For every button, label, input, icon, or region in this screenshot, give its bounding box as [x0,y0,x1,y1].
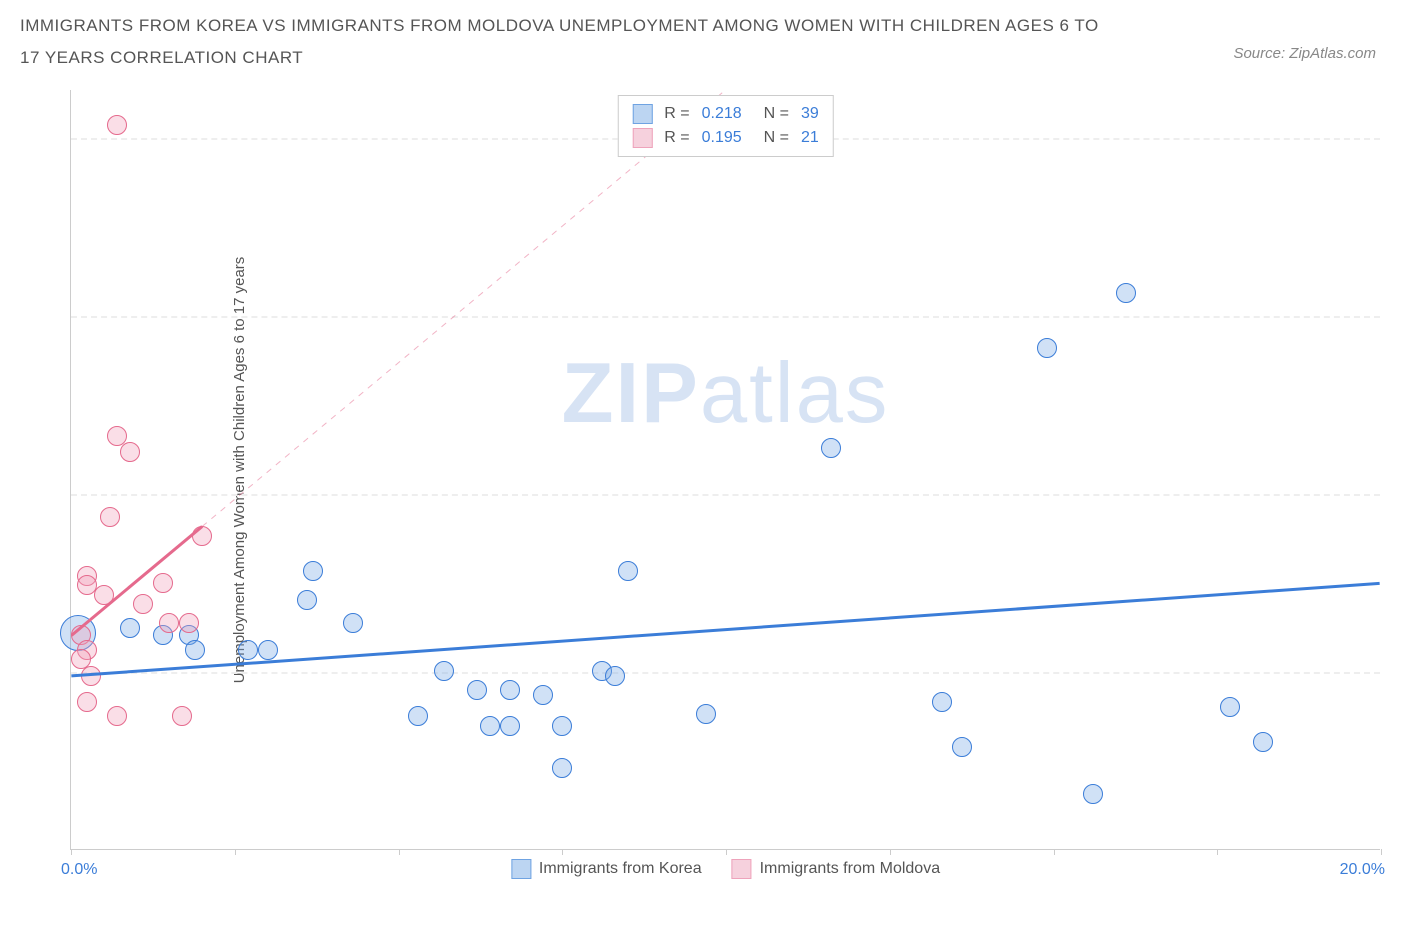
data-point [552,716,572,736]
swatch-moldova [632,128,652,148]
data-point [500,680,520,700]
data-point [1037,338,1057,358]
data-point [500,716,520,736]
data-point [408,706,428,726]
data-point [94,585,114,605]
x-tick [1381,849,1382,855]
r-value: 0.218 [702,105,752,123]
data-point [1253,732,1273,752]
y-tick-label: 15.0% [1395,485,1406,503]
x-axis-end-label: 20.0% [1340,861,1385,879]
scatter-chart: ZIPatlas Unemployment Among Women with C… [70,90,1380,850]
trendlines-layer [71,90,1380,849]
data-point [159,613,179,633]
watermark-bold: ZIP [562,346,700,441]
data-point [821,438,841,458]
data-point [696,704,716,724]
data-point [107,706,127,726]
n-label: N = [764,129,789,147]
x-axis-start-label: 0.0% [61,861,97,879]
r-label: R = [664,129,689,147]
n-label: N = [764,105,789,123]
data-point [932,692,952,712]
series-legend: Immigrants from Korea Immigrants from Mo… [511,859,940,879]
chart-header: IMMIGRANTS FROM KOREA VS IMMIGRANTS FROM… [0,0,1406,75]
x-tick [235,849,236,855]
data-point [81,666,101,686]
data-point [952,737,972,757]
data-point [172,706,192,726]
data-point [107,115,127,135]
data-point [618,561,638,581]
r-value: 0.195 [702,129,752,147]
chart-title: IMMIGRANTS FROM KOREA VS IMMIGRANTS FROM… [20,10,1120,75]
data-point [258,640,278,660]
stats-row-korea: R = 0.218 N = 39 [632,102,818,126]
legend-item-moldova: Immigrants from Moldova [732,859,941,879]
n-value: 21 [801,129,819,147]
y-tick-label: 30.0% [1395,129,1406,147]
r-label: R = [664,105,689,123]
data-point [100,507,120,527]
data-point [192,526,212,546]
swatch-korea-icon [511,859,531,879]
x-tick [1054,849,1055,855]
legend-label: Immigrants from Korea [539,860,702,878]
data-point [77,692,97,712]
data-point [552,758,572,778]
data-point [467,680,487,700]
grid-line [71,672,1380,674]
swatch-moldova-icon [732,859,752,879]
data-point [533,685,553,705]
legend-item-korea: Immigrants from Korea [511,859,702,879]
data-point [297,590,317,610]
data-point [185,640,205,660]
data-point [179,613,199,633]
data-point [133,594,153,614]
x-tick [399,849,400,855]
data-point [1083,784,1103,804]
stats-row-moldova: R = 0.195 N = 21 [632,126,818,150]
source-attribution: Source: ZipAtlas.com [1233,45,1376,62]
x-tick [726,849,727,855]
y-tick-label: 7.5% [1395,663,1406,681]
data-point [153,573,173,593]
x-tick [1217,849,1218,855]
legend-label: Immigrants from Moldova [760,860,941,878]
swatch-korea [632,104,652,124]
stats-legend: R = 0.218 N = 39 R = 0.195 N = 21 [617,95,833,157]
y-tick-label: 22.5% [1395,307,1406,325]
grid-line [71,494,1380,496]
data-point [120,442,140,462]
data-point [605,666,625,686]
x-tick [890,849,891,855]
x-tick [562,849,563,855]
y-axis-title: Unemployment Among Women with Children A… [231,256,248,683]
data-point [120,618,140,638]
data-point [1220,697,1240,717]
data-point [238,640,258,660]
trendline-solid [71,583,1379,676]
data-point [480,716,500,736]
watermark: ZIPatlas [562,345,890,443]
data-point [434,661,454,681]
grid-line [71,316,1380,318]
watermark-light: atlas [700,346,890,441]
x-tick [71,849,72,855]
data-point [107,426,127,446]
data-point [343,613,363,633]
data-point [1116,283,1136,303]
data-point [303,561,323,581]
n-value: 39 [801,105,819,123]
